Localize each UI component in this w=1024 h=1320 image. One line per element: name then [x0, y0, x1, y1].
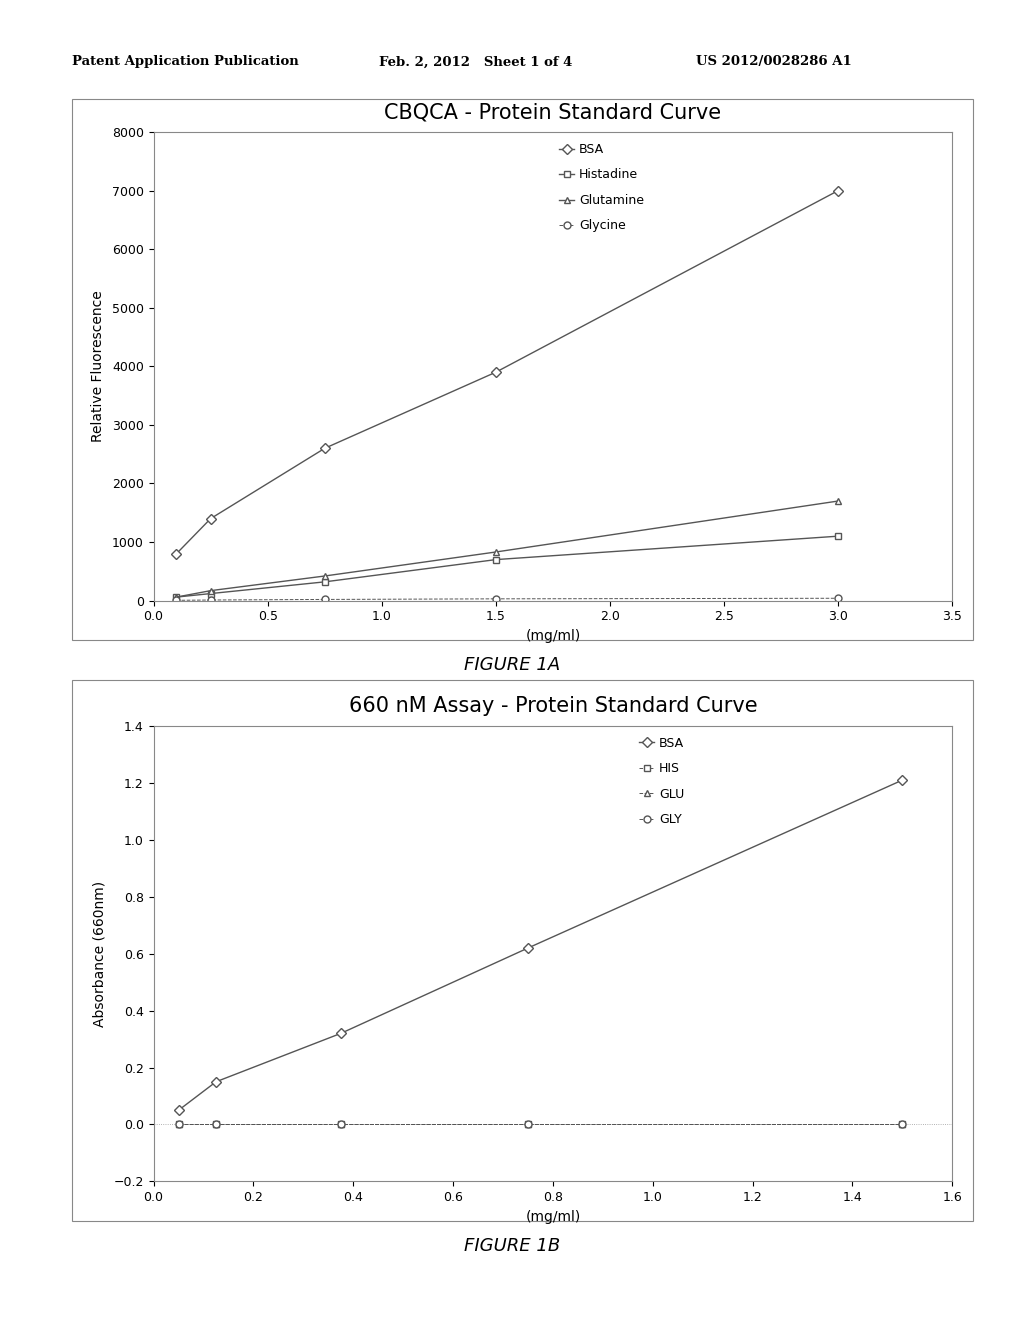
- Line: Glutamine: Glutamine: [173, 498, 842, 601]
- Glutamine: [833, 494, 845, 510]
- GLY: [172, 1117, 184, 1133]
- Histadine: [170, 589, 182, 605]
- GLU: [896, 1117, 908, 1133]
- BSA: [210, 1074, 222, 1090]
- HIS: [522, 1117, 535, 1133]
- Line: Histadine: Histadine: [173, 533, 842, 601]
- Line: Glycine: Glycine: [173, 595, 842, 603]
- Text: FIGURE 1A: FIGURE 1A: [464, 656, 560, 675]
- BSA: [318, 441, 331, 457]
- BSA: [172, 1102, 184, 1118]
- BSA: [896, 772, 908, 788]
- Glycine: [170, 593, 182, 609]
- X-axis label: (mg/ml): (mg/ml): [525, 1209, 581, 1224]
- Glutamine: [318, 568, 331, 583]
- Legend: BSA, HIS, GLU, GLY: BSA, HIS, GLU, GLY: [639, 737, 684, 826]
- Text: US 2012/0028286 A1: US 2012/0028286 A1: [696, 55, 852, 69]
- HIS: [896, 1117, 908, 1133]
- X-axis label: (mg/ml): (mg/ml): [525, 628, 581, 643]
- Glycine: [318, 591, 331, 607]
- HIS: [210, 1117, 222, 1133]
- Glycine: [489, 591, 502, 607]
- Glutamine: [170, 589, 182, 605]
- Line: HIS: HIS: [175, 1121, 906, 1129]
- Title: CBQCA - Protein Standard Curve: CBQCA - Protein Standard Curve: [384, 102, 722, 123]
- Line: GLY: GLY: [175, 1121, 906, 1129]
- Histadine: [833, 528, 845, 544]
- BSA: [205, 511, 217, 527]
- Glycine: [833, 590, 845, 606]
- GLU: [210, 1117, 222, 1133]
- Glutamine: [489, 544, 502, 560]
- Legend: BSA, Histadine, Glutamine, Glycine: BSA, Histadine, Glutamine, Glycine: [559, 143, 644, 232]
- BSA: [833, 182, 845, 198]
- Text: FIGURE 1B: FIGURE 1B: [464, 1237, 560, 1255]
- GLY: [335, 1117, 347, 1133]
- BSA: [489, 364, 502, 380]
- Line: GLU: GLU: [175, 1121, 906, 1129]
- Text: Patent Application Publication: Patent Application Publication: [72, 55, 298, 69]
- Line: BSA: BSA: [175, 776, 906, 1114]
- GLU: [172, 1117, 184, 1133]
- BSA: [170, 545, 182, 561]
- GLY: [210, 1117, 222, 1133]
- GLU: [335, 1117, 347, 1133]
- Title: 660 nM Assay - Protein Standard Curve: 660 nM Assay - Protein Standard Curve: [348, 696, 758, 717]
- Line: BSA: BSA: [173, 187, 842, 557]
- BSA: [335, 1026, 347, 1041]
- BSA: [522, 940, 535, 956]
- Histadine: [318, 574, 331, 590]
- Text: Feb. 2, 2012   Sheet 1 of 4: Feb. 2, 2012 Sheet 1 of 4: [379, 55, 572, 69]
- Histadine: [489, 552, 502, 568]
- Y-axis label: Absorbance (660nm): Absorbance (660nm): [92, 880, 106, 1027]
- GLY: [522, 1117, 535, 1133]
- GLU: [522, 1117, 535, 1133]
- Glutamine: [205, 582, 217, 598]
- Y-axis label: Relative Fluorescence: Relative Fluorescence: [91, 290, 104, 442]
- GLY: [896, 1117, 908, 1133]
- Histadine: [205, 586, 217, 602]
- Glycine: [205, 593, 217, 609]
- HIS: [172, 1117, 184, 1133]
- HIS: [335, 1117, 347, 1133]
